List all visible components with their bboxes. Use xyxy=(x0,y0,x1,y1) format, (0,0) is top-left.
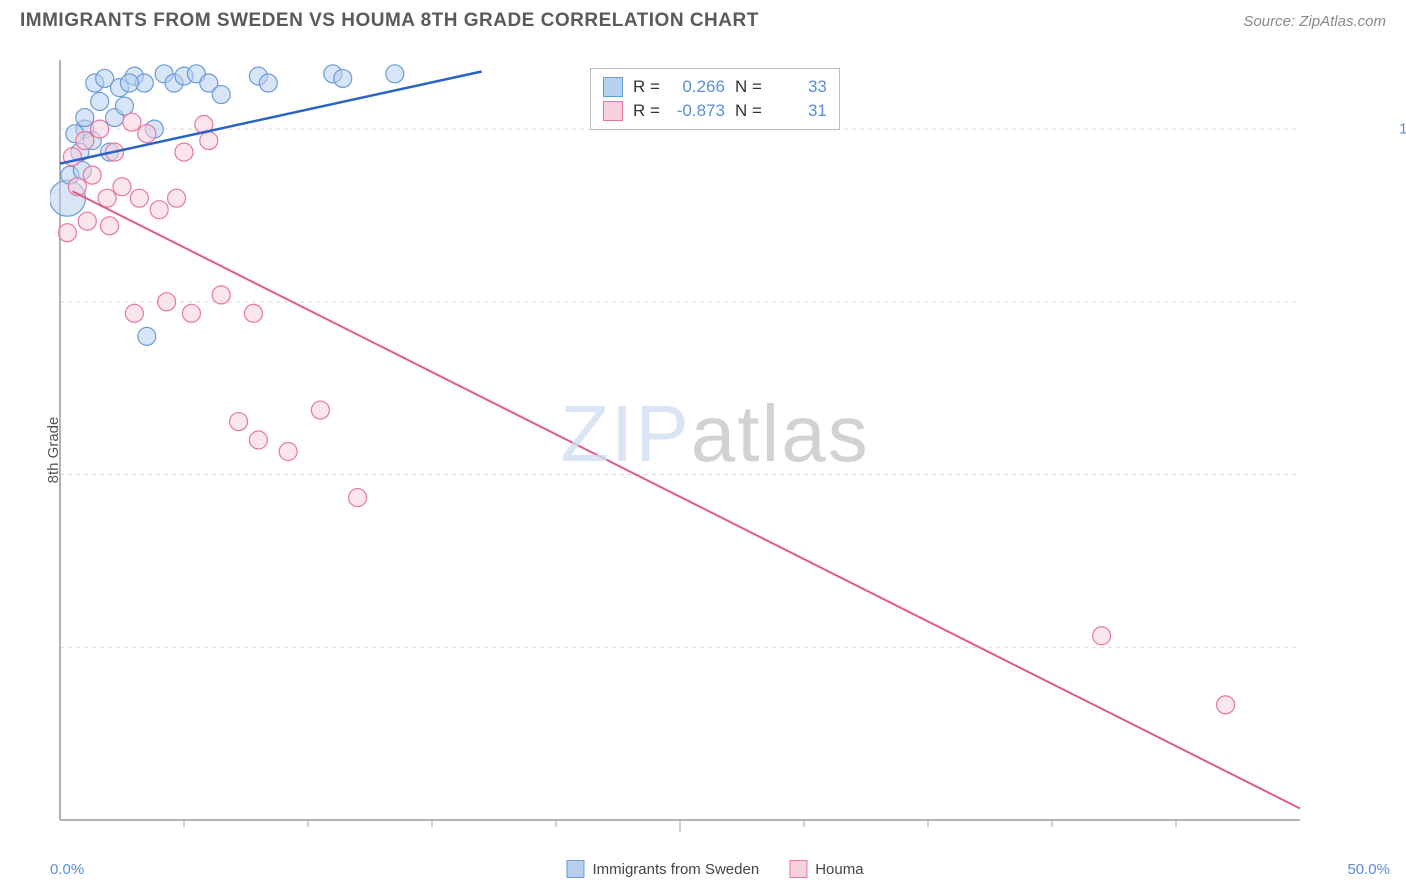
xtick-min: 0.0% xyxy=(50,861,84,878)
stats-row-sweden: R = 0.266 N = 33 xyxy=(603,75,827,99)
chart-source: Source: ZipAtlas.com xyxy=(1243,13,1386,30)
legend-label-sweden: Immigrants from Sweden xyxy=(592,861,759,878)
n-label: N = xyxy=(735,101,762,121)
ytick-label: 100.0% xyxy=(1399,121,1406,138)
correlation-stats-box: R = 0.266 N = 33 R = -0.873 N = 31 xyxy=(590,68,840,130)
legend-swatch-sweden xyxy=(566,860,584,878)
r-value-sweden: 0.266 xyxy=(670,77,725,97)
source-name: ZipAtlas.com xyxy=(1299,13,1386,30)
legend-label-houma: Houma xyxy=(815,861,863,878)
legend-item-houma: Houma xyxy=(789,860,863,878)
chart-header: IMMIGRANTS FROM SWEDEN VS HOUMA 8TH GRAD… xyxy=(0,0,1406,40)
n-label: N = xyxy=(735,77,762,97)
xtick-max: 50.0% xyxy=(1347,861,1390,878)
bottom-legend: Immigrants from Sweden Houma xyxy=(566,860,863,878)
r-label: R = xyxy=(633,101,660,121)
scatter-plot xyxy=(50,50,1380,850)
stats-swatch-sweden xyxy=(603,77,623,97)
r-label: R = xyxy=(633,77,660,97)
source-prefix: Source: xyxy=(1243,13,1299,30)
legend-item-sweden: Immigrants from Sweden xyxy=(566,860,759,878)
stats-swatch-houma xyxy=(603,101,623,121)
chart-title: IMMIGRANTS FROM SWEDEN VS HOUMA 8TH GRAD… xyxy=(20,10,759,32)
legend-swatch-houma xyxy=(789,860,807,878)
n-value-houma: 31 xyxy=(772,101,827,121)
n-value-sweden: 33 xyxy=(772,77,827,97)
r-value-houma: -0.873 xyxy=(670,101,725,121)
stats-row-houma: R = -0.873 N = 31 xyxy=(603,99,827,123)
chart-container: 8th Grade ZIPatlas 100.0%92.5%85.0%77.5%… xyxy=(50,50,1380,850)
